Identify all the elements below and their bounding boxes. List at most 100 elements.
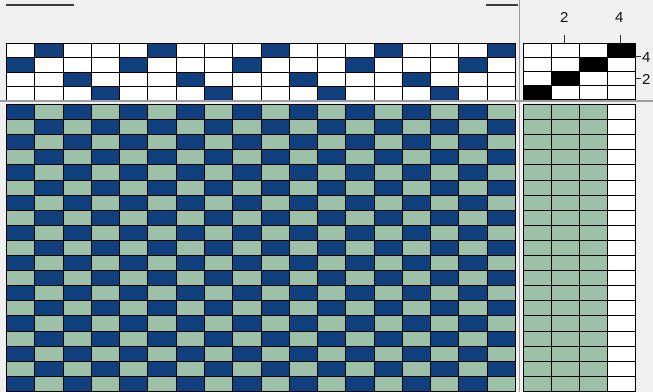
treadling-cell[interactable]	[608, 331, 635, 346]
drawdown-cell[interactable]	[233, 346, 261, 361]
threading-cell[interactable]	[91, 44, 120, 58]
treadling-cell[interactable]	[524, 105, 551, 120]
drawdown-cell[interactable]	[374, 165, 402, 180]
threading-cell[interactable]	[346, 86, 374, 100]
drawdown-cell[interactable]	[176, 105, 204, 120]
drawdown-cell[interactable]	[459, 150, 487, 165]
tieup-cell[interactable]	[524, 72, 551, 85]
drawdown-cell[interactable]	[487, 120, 515, 135]
drawdown-cell[interactable]	[289, 120, 318, 135]
drawdown-cell[interactable]	[233, 240, 261, 256]
drawdown-cell[interactable]	[289, 301, 318, 316]
drawdown-cell[interactable]	[91, 316, 120, 331]
treadling-cell[interactable]	[524, 271, 551, 286]
drawdown-cell[interactable]	[233, 135, 261, 150]
drawdown-cell[interactable]	[402, 105, 431, 120]
treadling-cell[interactable]	[524, 376, 551, 391]
drawdown-cell[interactable]	[176, 150, 204, 165]
drawdown-cell[interactable]	[148, 105, 176, 120]
threading-cell[interactable]	[176, 86, 204, 100]
tieup-cell[interactable]	[552, 58, 579, 71]
drawdown-cell[interactable]	[402, 210, 431, 225]
drawdown-cell[interactable]	[289, 316, 318, 331]
threading-cell[interactable]	[261, 44, 289, 58]
drawdown-cell[interactable]	[120, 331, 148, 346]
drawdown-cell[interactable]	[7, 346, 35, 361]
treadling-cell[interactable]	[608, 150, 635, 165]
threading-cell[interactable]	[7, 86, 35, 100]
drawdown-cell[interactable]	[487, 165, 515, 180]
threading-cell[interactable]	[35, 86, 63, 100]
drawdown-cell[interactable]	[318, 316, 346, 331]
drawdown-cell[interactable]	[7, 286, 35, 301]
drawdown-cell[interactable]	[35, 331, 63, 346]
drawdown-cell[interactable]	[35, 286, 63, 301]
drawdown-cell[interactable]	[176, 271, 204, 286]
drawdown-cell[interactable]	[318, 301, 346, 316]
drawdown-cell[interactable]	[120, 286, 148, 301]
drawdown-cell[interactable]	[148, 331, 176, 346]
drawdown-cell[interactable]	[431, 135, 459, 150]
tieup-cell[interactable]	[524, 44, 551, 57]
drawdown-cell[interactable]	[91, 195, 120, 210]
drawdown-cell[interactable]	[35, 165, 63, 180]
threading-cell[interactable]	[289, 58, 318, 72]
treadling-cell[interactable]	[580, 271, 607, 286]
tieup-cell[interactable]	[552, 44, 579, 57]
drawdown-cell[interactable]	[204, 331, 233, 346]
drawdown-cell[interactable]	[402, 346, 431, 361]
drawdown-cell[interactable]	[431, 331, 459, 346]
drawdown-cell[interactable]	[261, 180, 289, 195]
treadling-cell[interactable]	[608, 256, 635, 271]
drawdown-cell[interactable]	[487, 195, 515, 210]
tieup-cell[interactable]	[552, 72, 579, 85]
drawdown-cell[interactable]	[204, 165, 233, 180]
drawdown-cell[interactable]	[261, 195, 289, 210]
drawdown-cell[interactable]	[148, 346, 176, 361]
threading-cell[interactable]	[374, 44, 402, 58]
drawdown-cell[interactable]	[289, 210, 318, 225]
drawdown-cell[interactable]	[148, 271, 176, 286]
tieup-cell[interactable]	[580, 44, 607, 57]
drawdown-cell[interactable]	[120, 210, 148, 225]
drawdown-cell[interactable]	[487, 331, 515, 346]
drawdown-cell[interactable]	[204, 150, 233, 165]
drawdown-cell[interactable]	[63, 256, 91, 271]
drawdown-cell[interactable]	[148, 195, 176, 210]
drawdown-cell[interactable]	[120, 165, 148, 180]
drawdown-cell[interactable]	[7, 180, 35, 195]
drawdown-cell[interactable]	[459, 346, 487, 361]
drawdown-cell[interactable]	[431, 195, 459, 210]
drawdown-cell[interactable]	[487, 150, 515, 165]
drawdown-cell[interactable]	[91, 361, 120, 376]
drawdown-cell[interactable]	[374, 135, 402, 150]
threading-cell[interactable]	[91, 72, 120, 86]
threading-cell[interactable]	[487, 58, 515, 72]
drawdown-cell[interactable]	[204, 316, 233, 331]
drawdown-cell[interactable]	[35, 135, 63, 150]
drawdown-cell[interactable]	[289, 331, 318, 346]
threading-cell[interactable]	[402, 86, 431, 100]
drawdown-cell[interactable]	[7, 271, 35, 286]
drawdown-cell[interactable]	[289, 180, 318, 195]
threading-cell[interactable]	[374, 72, 402, 86]
threading-cell[interactable]	[7, 58, 35, 72]
drawdown-cell[interactable]	[233, 210, 261, 225]
drawdown-cell[interactable]	[7, 195, 35, 210]
drawdown-cell[interactable]	[204, 346, 233, 361]
drawdown-cell[interactable]	[233, 120, 261, 135]
drawdown-cell[interactable]	[346, 301, 374, 316]
drawdown-cell[interactable]	[204, 225, 233, 240]
treadling-cell[interactable]	[524, 286, 551, 301]
drawdown-cell[interactable]	[374, 271, 402, 286]
threading-cell[interactable]	[431, 58, 459, 72]
treadling-cell[interactable]	[552, 256, 579, 271]
drawdown-cell[interactable]	[402, 376, 431, 391]
drawdown-cell[interactable]	[402, 301, 431, 316]
drawdown-cell[interactable]	[459, 135, 487, 150]
drawdown-cell[interactable]	[63, 135, 91, 150]
drawdown-cell[interactable]	[120, 361, 148, 376]
drawdown-cell[interactable]	[374, 256, 402, 271]
drawdown-cell[interactable]	[487, 105, 515, 120]
threading-cell[interactable]	[204, 72, 233, 86]
